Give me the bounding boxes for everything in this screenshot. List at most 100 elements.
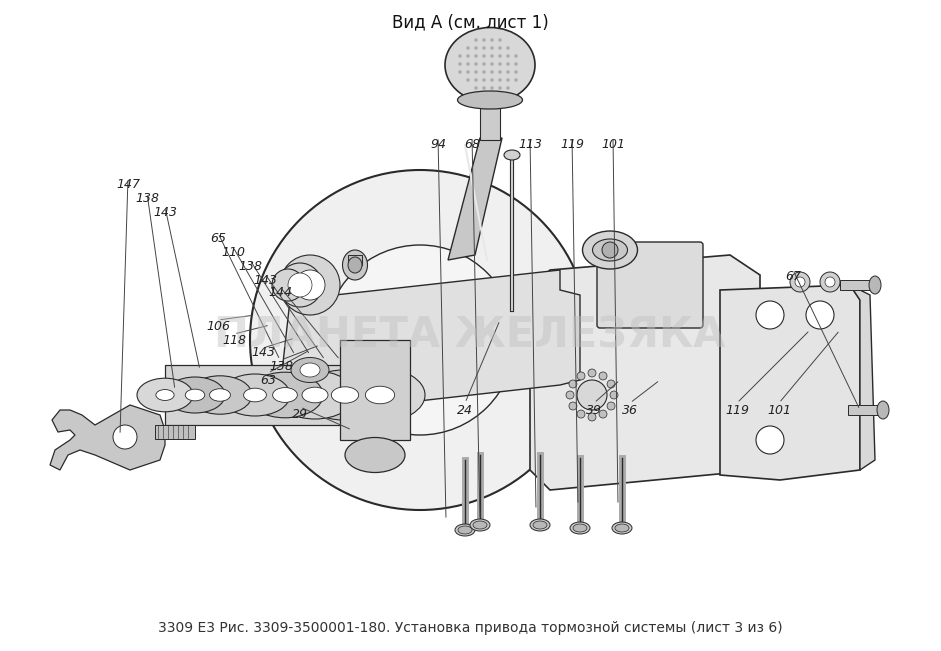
Circle shape [499,62,502,66]
Bar [348,255,362,265]
Text: 119: 119 [725,404,749,417]
Circle shape [400,320,440,360]
Text: 119: 119 [560,137,584,150]
Bar [155,425,195,439]
Ellipse shape [457,91,522,109]
Text: 143: 143 [253,273,277,286]
Circle shape [483,79,486,81]
Ellipse shape [473,521,487,529]
Circle shape [467,46,470,49]
Ellipse shape [615,524,629,532]
Circle shape [458,55,461,57]
Circle shape [820,272,840,292]
Circle shape [610,391,618,399]
Text: 36: 36 [622,404,638,417]
Circle shape [825,277,835,287]
Polygon shape [50,405,165,470]
Ellipse shape [570,522,590,534]
Circle shape [474,62,477,66]
Circle shape [490,79,493,81]
Circle shape [499,38,502,42]
Ellipse shape [137,378,193,412]
Circle shape [458,70,461,74]
Ellipse shape [348,257,362,273]
Circle shape [506,70,509,74]
Ellipse shape [530,519,550,531]
Ellipse shape [303,370,387,420]
Circle shape [588,369,596,377]
Ellipse shape [593,239,628,261]
Text: 24: 24 [457,404,473,417]
Ellipse shape [612,522,632,534]
Ellipse shape [582,231,637,269]
Ellipse shape [188,376,252,414]
Circle shape [795,277,805,287]
Text: 143: 143 [153,206,177,219]
Circle shape [295,270,325,300]
Circle shape [474,87,477,89]
Circle shape [474,55,477,57]
Circle shape [483,87,486,89]
FancyBboxPatch shape [597,242,703,328]
Text: 138: 138 [238,260,262,273]
Text: 67: 67 [785,271,801,283]
Circle shape [467,70,470,74]
Ellipse shape [220,374,290,416]
Text: Вид А (см. лист 1): Вид А (см. лист 1) [391,13,549,31]
Ellipse shape [244,388,266,402]
Circle shape [506,46,509,49]
Circle shape [577,410,585,418]
Circle shape [506,79,509,81]
Circle shape [506,55,509,57]
Bar [340,340,410,440]
Text: 144: 144 [268,286,292,299]
Bar [848,405,878,415]
Circle shape [499,70,502,74]
Circle shape [499,46,502,49]
Ellipse shape [275,371,355,419]
Ellipse shape [302,387,328,403]
Text: 39: 39 [586,404,602,417]
Circle shape [483,38,486,42]
Circle shape [599,372,607,380]
Ellipse shape [877,401,889,419]
Ellipse shape [455,524,475,536]
Ellipse shape [331,387,359,403]
Ellipse shape [470,519,490,531]
Ellipse shape [300,363,320,377]
Circle shape [588,413,596,421]
Polygon shape [850,285,875,470]
Circle shape [569,402,577,410]
Text: 101: 101 [767,404,791,417]
Text: 106: 106 [206,320,230,333]
Circle shape [483,46,486,49]
Ellipse shape [345,437,405,473]
Text: ПЛАНЕТА ЖЕЛЕЗЯКА: ПЛАНЕТА ЖЕЛЕЗЯКА [215,314,726,356]
Text: 101: 101 [601,137,625,150]
Polygon shape [530,255,760,490]
Text: 110: 110 [221,247,245,260]
Text: 94: 94 [430,137,446,150]
Circle shape [607,380,615,388]
Polygon shape [448,138,502,260]
Circle shape [272,269,304,301]
Text: 68: 68 [464,137,480,150]
Circle shape [325,245,515,435]
Circle shape [577,380,607,410]
Circle shape [506,62,509,66]
Circle shape [790,272,810,292]
Bar [480,105,500,140]
Circle shape [599,410,607,418]
Circle shape [490,46,493,49]
Polygon shape [720,285,860,480]
Ellipse shape [533,521,547,529]
Circle shape [483,55,486,57]
Text: 138: 138 [269,361,293,374]
Circle shape [467,79,470,81]
Circle shape [756,301,784,329]
Circle shape [515,62,518,66]
Circle shape [483,62,486,66]
Circle shape [474,70,477,74]
Circle shape [474,46,477,49]
Text: 65: 65 [210,232,226,245]
